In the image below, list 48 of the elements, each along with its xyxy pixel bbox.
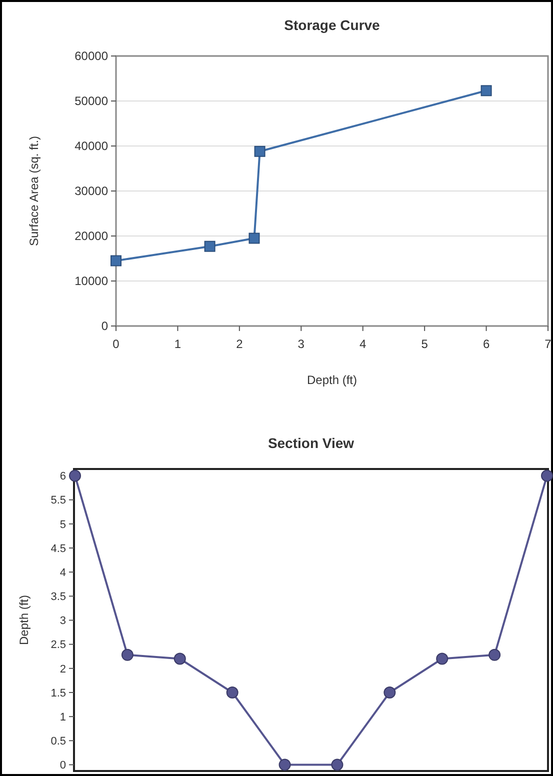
point <box>121 648 134 661</box>
y-tick-label: 10000 <box>74 274 108 288</box>
point <box>254 146 266 157</box>
x-tick-label: 7 <box>544 337 552 351</box>
y-tick-label: 40000 <box>74 139 108 154</box>
point <box>541 470 553 482</box>
chart-title: Storage Curve <box>284 17 380 33</box>
point <box>69 470 81 482</box>
y-tick-label: 20000 <box>74 229 108 244</box>
point <box>110 255 122 266</box>
y-tick-label: 1.5 <box>50 687 66 700</box>
y-tick-label: 4 <box>60 566 66 579</box>
x-tick-label: 4 <box>360 337 367 351</box>
y-tick-label: 0.5 <box>50 736 66 748</box>
x-tick-label: 0 <box>112 337 120 351</box>
y-tick-label: 4.5 <box>50 542 66 555</box>
y-tick-label: 60000 <box>74 49 108 64</box>
y-tick-label: 2.5 <box>50 639 66 652</box>
point <box>278 758 291 771</box>
point <box>384 686 396 698</box>
point <box>226 686 238 698</box>
point <box>248 232 260 244</box>
x-tick-label: 3 <box>298 337 305 351</box>
x-tick-label: 5 <box>421 337 428 351</box>
x-tick-label: 6 <box>482 337 490 351</box>
y-tick-label: 50000 <box>74 94 108 108</box>
y-tick-label: 5 <box>60 518 66 531</box>
point <box>204 240 216 252</box>
y-tick-label: 6 <box>60 470 66 483</box>
y-tick-label: 30000 <box>74 184 108 198</box>
y-tick-label: 3 <box>60 615 66 628</box>
x-tick-label: 1 <box>174 337 182 351</box>
point <box>436 652 448 665</box>
y-tick-label: 3.5 <box>50 591 66 604</box>
y-tick-label: 5.5 <box>50 494 66 507</box>
point <box>488 648 501 661</box>
y-axis-title: Surface Area (sq. ft.) <box>27 136 41 246</box>
point <box>174 652 186 665</box>
y-tick-label: 1 <box>60 711 66 724</box>
y-tick-label: 0 <box>101 319 108 334</box>
y-tick-label: 0 <box>60 760 66 772</box>
point <box>331 758 344 771</box>
point <box>480 85 492 96</box>
x-tick-label: 2 <box>236 337 244 351</box>
y-axis-title: Depth (ft) <box>17 594 31 646</box>
chart-title: Section View <box>268 435 354 451</box>
y-tick-label: 2 <box>60 663 66 676</box>
x-axis-title: Depth (ft) <box>306 373 358 387</box>
